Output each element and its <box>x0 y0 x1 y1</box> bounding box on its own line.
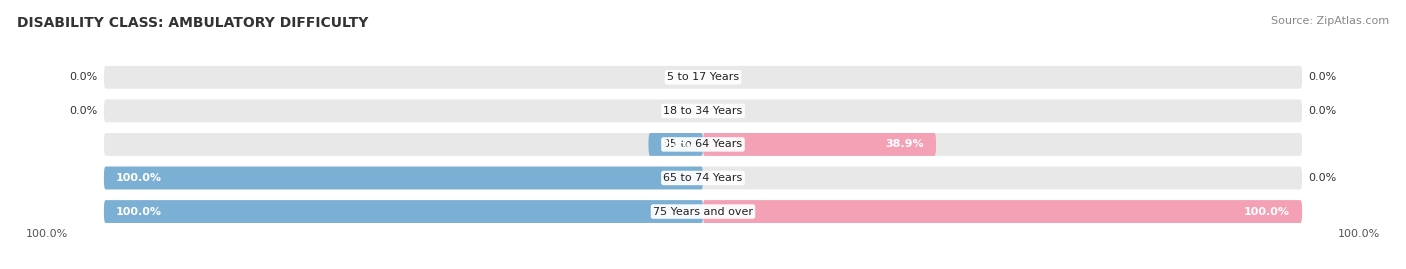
FancyBboxPatch shape <box>648 133 703 156</box>
Text: 100.0%: 100.0% <box>27 229 69 239</box>
FancyBboxPatch shape <box>104 66 1302 89</box>
FancyBboxPatch shape <box>104 133 1302 156</box>
Text: 0.0%: 0.0% <box>1308 173 1336 183</box>
Text: 0.0%: 0.0% <box>1308 72 1336 82</box>
FancyBboxPatch shape <box>703 133 936 156</box>
Text: 0.0%: 0.0% <box>70 72 98 82</box>
FancyBboxPatch shape <box>104 100 1302 122</box>
Text: DISABILITY CLASS: AMBULATORY DIFFICULTY: DISABILITY CLASS: AMBULATORY DIFFICULTY <box>17 16 368 30</box>
FancyBboxPatch shape <box>104 200 703 223</box>
Text: 100.0%: 100.0% <box>1244 207 1291 217</box>
Text: 18 to 34 Years: 18 to 34 Years <box>664 106 742 116</box>
FancyBboxPatch shape <box>703 200 1302 223</box>
FancyBboxPatch shape <box>104 200 1302 223</box>
Text: 0.0%: 0.0% <box>1308 106 1336 116</box>
Text: 9.1%: 9.1% <box>661 139 692 149</box>
Text: 100.0%: 100.0% <box>115 207 162 217</box>
FancyBboxPatch shape <box>104 167 1302 189</box>
Text: 100.0%: 100.0% <box>1337 229 1379 239</box>
FancyBboxPatch shape <box>104 167 703 189</box>
Text: 35 to 64 Years: 35 to 64 Years <box>664 139 742 149</box>
Text: 100.0%: 100.0% <box>115 173 162 183</box>
Text: 65 to 74 Years: 65 to 74 Years <box>664 173 742 183</box>
Text: 5 to 17 Years: 5 to 17 Years <box>666 72 740 82</box>
Text: Source: ZipAtlas.com: Source: ZipAtlas.com <box>1271 16 1389 26</box>
Text: 75 Years and over: 75 Years and over <box>652 207 754 217</box>
Text: 0.0%: 0.0% <box>70 106 98 116</box>
Text: 38.9%: 38.9% <box>886 139 924 149</box>
